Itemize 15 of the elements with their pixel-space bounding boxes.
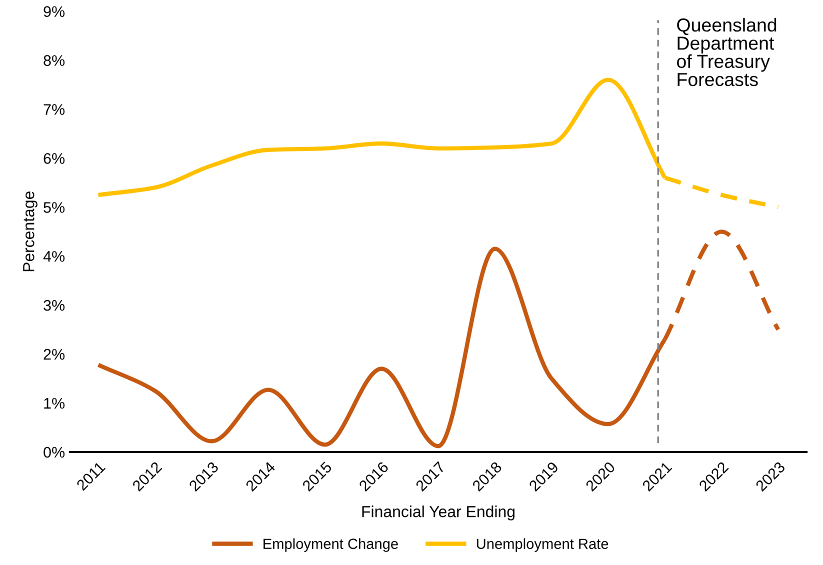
y-tick-label: 1% xyxy=(44,398,65,409)
y-tick-label: 7% xyxy=(44,104,65,115)
y-tick-label: 0% xyxy=(44,446,65,458)
legend-label: Employment Change xyxy=(264,538,398,552)
y-axis-title: Percentage xyxy=(23,192,38,272)
y-tick-label: 3% xyxy=(44,300,65,311)
y-tick-label: 4% xyxy=(43,251,65,262)
y-tick-label: 6% xyxy=(44,153,65,164)
y-tick-label: 8% xyxy=(44,55,65,66)
y-tick-label: 2% xyxy=(44,348,65,360)
y-tick-label: 5% xyxy=(44,202,65,213)
x-axis-title: Financial Year Ending xyxy=(362,506,514,520)
y-tick-label: 9% xyxy=(44,6,65,17)
legend-label: Unemployment Rate xyxy=(476,538,608,552)
ref-line-label: Queensland Department of Treasury Forecasts xyxy=(677,18,776,86)
